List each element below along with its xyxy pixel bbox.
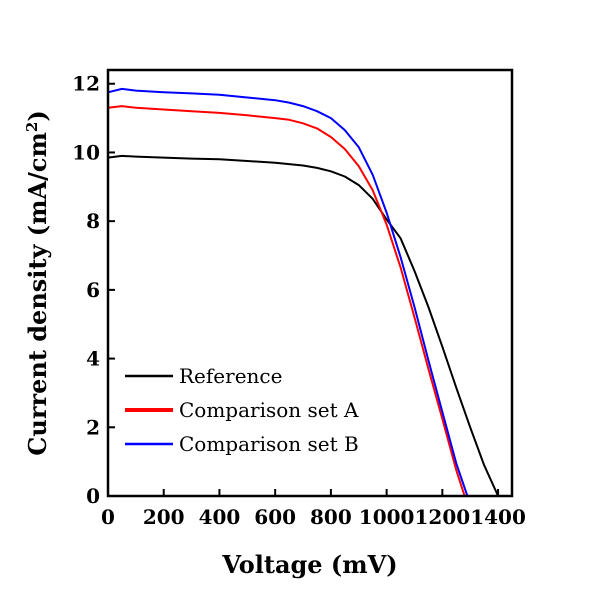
legend: Reference Comparison set A Comparison set … (125, 364, 359, 456)
x-axis-label: Voltage (mV) (221, 550, 397, 579)
y-tick-label: 4 (86, 347, 100, 371)
x-tick-label: 200 (143, 505, 185, 529)
x-tick-label: 0 (101, 505, 115, 529)
x-tick-label: 600 (254, 505, 296, 529)
y-tick-label: 2 (86, 415, 100, 439)
y-tick-label: 12 (72, 72, 100, 96)
x-tick-label: 800 (310, 505, 352, 529)
y-tick-label: 6 (86, 278, 100, 302)
y-axis-label: Current density (mA/cm2) (23, 110, 52, 455)
x-tick-label: 1400 (470, 505, 526, 529)
y-tick-label: 0 (86, 484, 100, 508)
legend-label-2: Comparison set A (179, 398, 359, 422)
legend-label-3: Comparison set B (179, 432, 359, 456)
x-tick-label: 1000 (359, 505, 415, 529)
x-tick-label: 1200 (415, 505, 471, 529)
x-tick-label: 400 (199, 505, 241, 529)
y-axis-label-main: Current density (mA/cm (23, 132, 52, 456)
legend-label-1: Reference (179, 364, 282, 388)
y-tick-label: 8 (86, 209, 100, 233)
y-axis-label-close: ) (23, 110, 52, 121)
y-tick-label: 10 (72, 140, 100, 164)
y-axis-label-superscript: 2 (23, 122, 41, 132)
